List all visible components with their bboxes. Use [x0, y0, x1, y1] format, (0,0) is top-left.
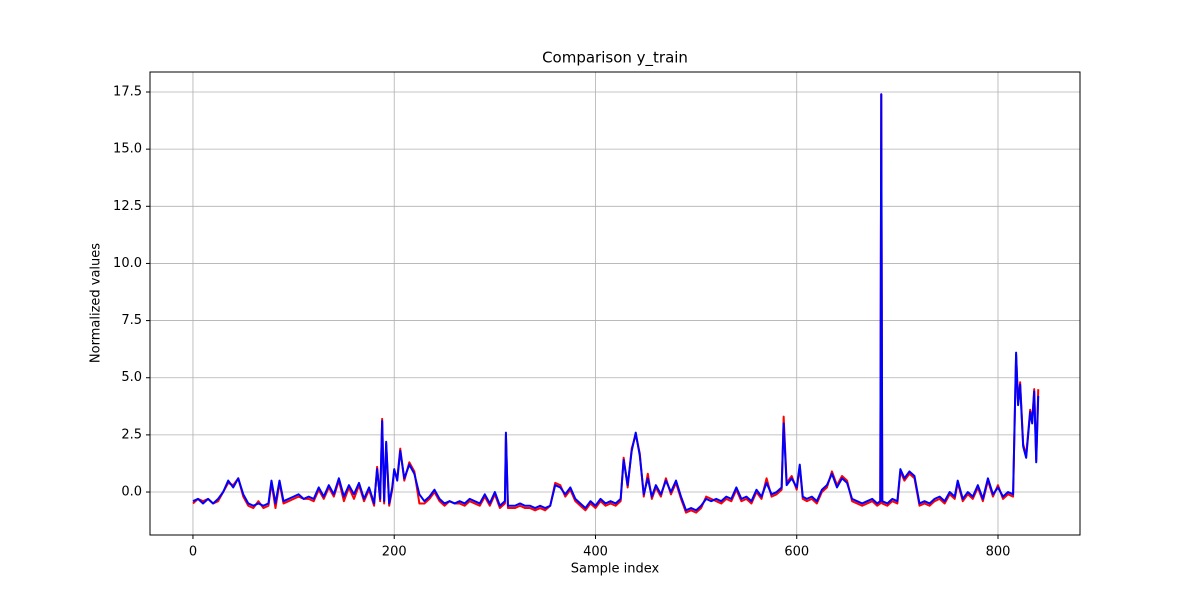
plot-frame	[149, 71, 1081, 536]
y-tick-label: 5.0	[121, 370, 142, 385]
x-tick-label: 400	[583, 545, 608, 560]
x-tick-label: 200	[382, 545, 407, 560]
line-series	[192, 93, 1040, 512]
x-tick-label: 800	[986, 545, 1011, 560]
y-tick-label: 2.5	[121, 427, 142, 442]
y-tick-label: 15.0	[113, 142, 142, 157]
y-tick-label: 7.5	[121, 313, 142, 328]
y-axis-label: Normalized values	[89, 243, 104, 363]
chart-title: Comparison y_train	[542, 49, 688, 68]
x-tick-label: 0	[189, 545, 197, 560]
y-tick-label: 17.5	[113, 85, 142, 100]
y-tick-label: 12.5	[113, 199, 142, 214]
x-axis-label: Sample index	[571, 562, 660, 577]
y-tick-label: 10.0	[113, 256, 142, 271]
y-tick-label: 0.0	[121, 485, 142, 500]
x-tick-label: 600	[784, 545, 809, 560]
